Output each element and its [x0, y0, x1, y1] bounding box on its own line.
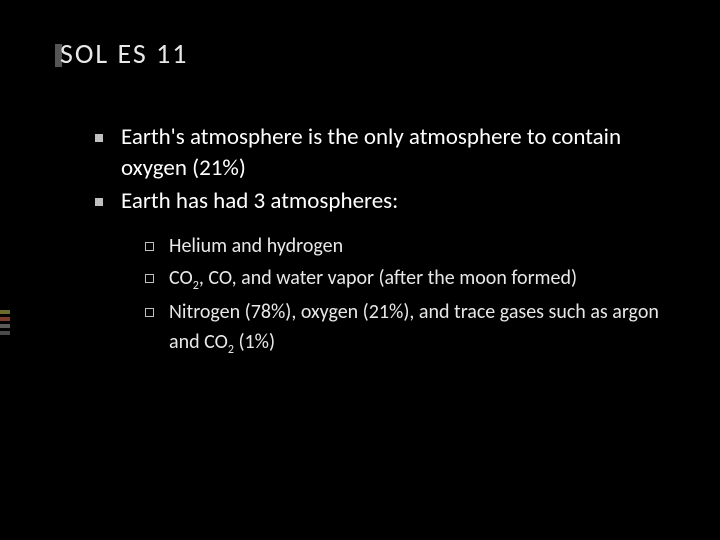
- sub-bullet-text: Nitrogen (78%), oxygen (21%), and trace …: [169, 300, 659, 354]
- sub-bullet-item: CO2, CO, and water vapor (after the moon…: [145, 263, 685, 295]
- bullet-text: Earth has had 3 atmospheres:: [121, 187, 398, 215]
- tick-3: [0, 324, 10, 328]
- bullet-item: Earth's atmosphere is the only atmospher…: [95, 122, 685, 184]
- sub-bullet-group: Helium and hydrogen CO2, CO, and water v…: [145, 231, 685, 359]
- sub-bullet-item: Nitrogen (78%), oxygen (21%), and trace …: [145, 297, 685, 359]
- slide-body: Earth's atmosphere is the only atmospher…: [95, 122, 685, 361]
- sub-bullet-text: Helium and hydrogen: [169, 234, 343, 258]
- left-edge-ticks: [0, 310, 10, 338]
- tick-2: [0, 317, 10, 321]
- sub-bullet-item: Helium and hydrogen: [145, 231, 685, 261]
- bullet-text: Earth's atmosphere is the only atmospher…: [121, 123, 621, 182]
- tick-4: [0, 331, 10, 335]
- tick-1: [0, 310, 10, 314]
- sub-bullet-text: CO2, CO, and water vapor (after the moon…: [169, 266, 577, 290]
- slide-title: SOL ES 11: [60, 36, 188, 71]
- bullet-item: Earth has had 3 atmospheres:: [95, 186, 685, 217]
